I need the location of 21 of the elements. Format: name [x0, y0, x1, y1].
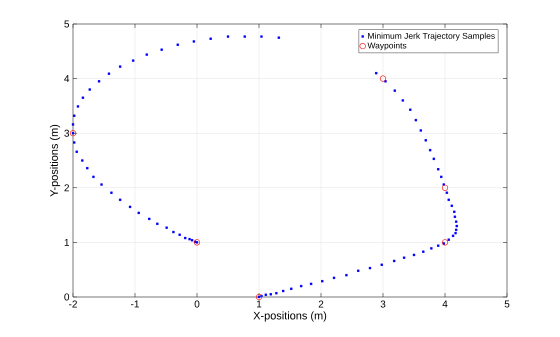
y-tick-label: 2	[64, 184, 69, 192]
y-axis-title: Y-positions (m)	[50, 124, 60, 197]
y-tick-label: 0	[64, 293, 70, 301]
x-tick-label: 3	[380, 300, 386, 308]
point	[442, 184, 448, 191]
x-tick-label: -1	[131, 300, 139, 308]
point	[380, 76, 386, 82]
x-tick-label: 2	[318, 300, 324, 308]
legend-label: Waypoints	[367, 42, 406, 50]
x-tick-label: -2	[69, 300, 77, 308]
x-tick-label: 0	[194, 300, 200, 308]
y-tick-label: 1	[64, 238, 70, 246]
x-tick-label: 5	[504, 300, 510, 308]
x-tick-label: 4	[442, 300, 448, 308]
x-tick-label: 1	[257, 300, 262, 308]
x-axis-title: X-positions (m)	[253, 311, 326, 322]
legend-label: Minimum Jerk Trajectory Samples	[368, 32, 495, 41]
y-tick-label: 3	[64, 130, 70, 137]
y-tick-label: 4	[64, 75, 70, 82]
y-tick-label: 5	[64, 20, 70, 28]
point	[442, 239, 448, 246]
